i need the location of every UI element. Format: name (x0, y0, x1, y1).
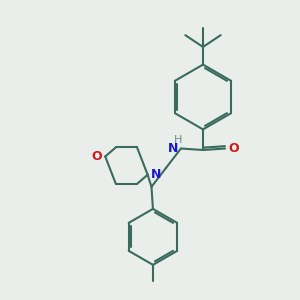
Text: N: N (168, 142, 178, 155)
Text: H: H (174, 135, 183, 145)
Text: N: N (151, 168, 161, 181)
Text: O: O (229, 142, 239, 155)
Text: O: O (91, 150, 102, 163)
